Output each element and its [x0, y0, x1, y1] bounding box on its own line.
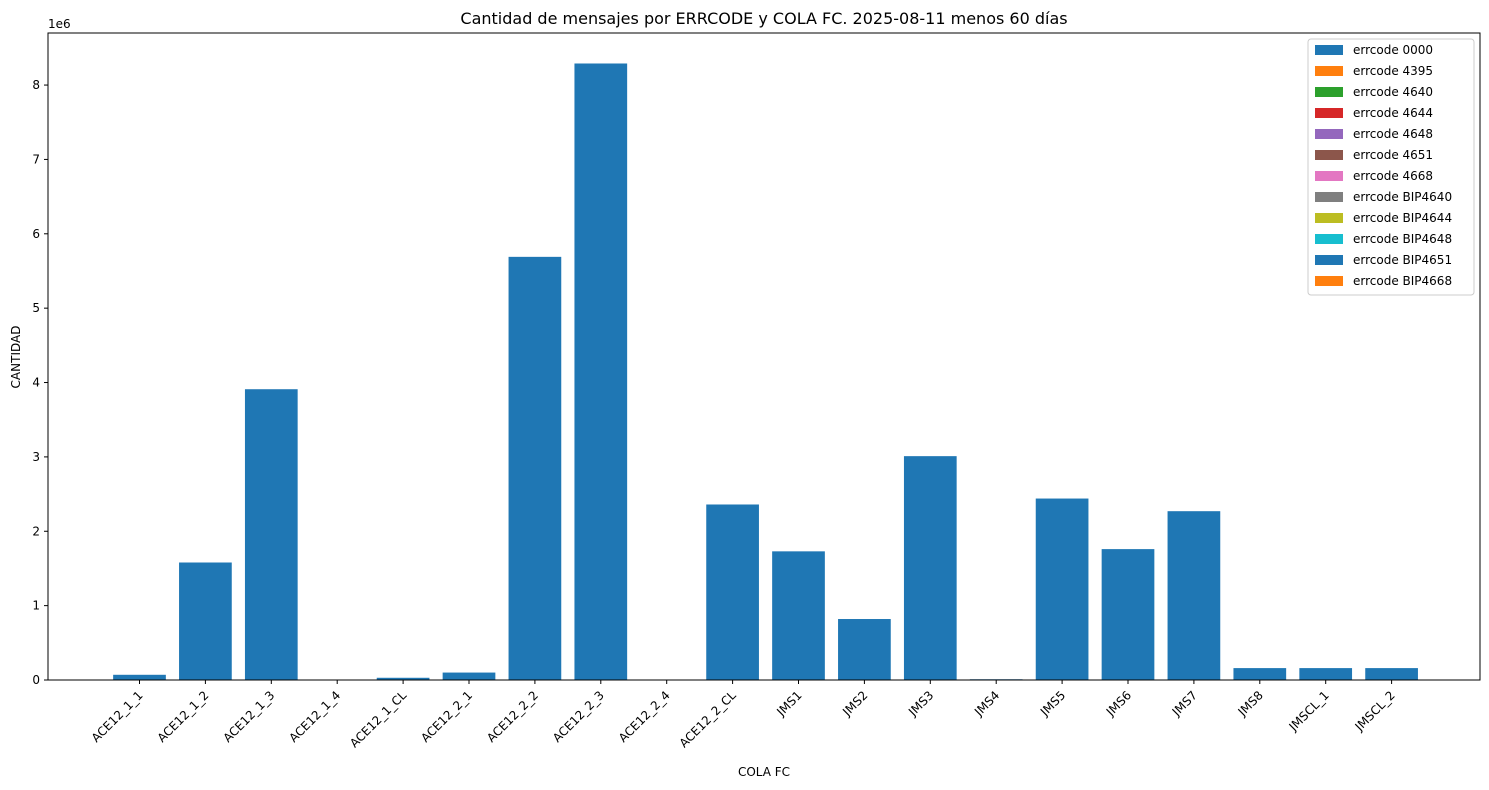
legend-swatch: [1315, 108, 1343, 118]
bars-layer: [113, 63, 1418, 681]
y-axis: 0 1 2 3 4 5 6 7 8: [32, 78, 48, 687]
legend-entry-label: errcode 4640: [1353, 85, 1433, 99]
legend-swatch: [1315, 234, 1343, 244]
legend-box: [1307, 38, 1475, 296]
bar-JMS8-series-0: [1233, 668, 1287, 680]
plot-frame: [47, 32, 1481, 681]
chart-title: Cantidad de mensajes por ERRCODE y COLA …: [460, 9, 1067, 28]
bar-ACE12_1_3-series-0: [244, 389, 298, 680]
x-axis-label: COLA FC: [738, 765, 790, 779]
bar-ACE12_2_CL-series-0: [706, 504, 759, 680]
legend-swatch: [1315, 150, 1343, 160]
legend-entry-label: errcode BIP4651: [1353, 253, 1452, 267]
bar-JMS6-series-0: [1101, 549, 1155, 680]
bar-ACE12_1_1-series-0: [113, 674, 166, 680]
y-tick-label: 3: [32, 450, 40, 464]
legend-entry-label: errcode BIP4644: [1353, 211, 1452, 225]
legend-swatch: [1315, 45, 1343, 55]
legend-swatch: [1315, 192, 1343, 202]
legend-entry-label: errcode 4648: [1353, 127, 1433, 141]
legend-entry-label: errcode 4644: [1353, 106, 1433, 120]
y-tick-label: 4: [32, 376, 40, 390]
legend-entry-label: errcode BIP4648: [1353, 232, 1452, 246]
legend-swatch: [1315, 171, 1343, 181]
legend-entry-label: errcode BIP4668: [1353, 274, 1452, 288]
y-tick-label: 5: [32, 301, 40, 315]
bar-JMS7-series-0: [1167, 511, 1221, 680]
legend-entry-label: errcode 4651: [1353, 148, 1433, 162]
legend-swatch: [1315, 129, 1343, 139]
bar-ACE12_1_CL-series-0: [376, 677, 430, 680]
bar-ACE12_2_2-series-0: [508, 256, 562, 680]
legend-entry-label: errcode 4395: [1353, 64, 1433, 78]
y-offset-label: 1e6: [48, 17, 71, 31]
bar-JMS3-series-0: [903, 456, 957, 680]
legend-entry-label: errcode BIP4640: [1353, 190, 1452, 204]
y-tick-label: 1: [32, 599, 40, 613]
legend-swatch: [1315, 87, 1343, 97]
y-tick-label: 0: [32, 673, 40, 687]
y-axis-label: CANTIDAD: [9, 326, 23, 389]
legend-swatch: [1315, 213, 1343, 223]
bar-JMSCL_2-series-0: [1365, 668, 1418, 680]
bar-JMSCL_1-series-0: [1299, 668, 1353, 680]
y-tick-label: 2: [32, 524, 40, 538]
bar-ACE12_2_3-series-0: [574, 63, 628, 681]
bar-ACE12_2_1-series-0: [442, 672, 496, 680]
y-tick-label: 6: [32, 227, 40, 241]
legend-swatch: [1315, 66, 1343, 76]
legend-swatch: [1315, 276, 1343, 286]
legend-swatch: [1315, 255, 1343, 265]
bar-ACE12_1_2-series-0: [179, 562, 232, 680]
y-tick-label: 7: [32, 152, 40, 166]
y-tick-label: 8: [32, 78, 40, 92]
bar-JMS2-series-0: [838, 619, 891, 680]
bar-JMS1-series-0: [772, 551, 825, 680]
legend-entry-label: errcode 4668: [1353, 169, 1433, 183]
legend: errcode 0000 errcode 4395 errcode 4640 errc…: [1307, 38, 1475, 296]
legend-entry-label: errcode 0000: [1353, 43, 1433, 57]
bar-JMS5-series-0: [1035, 498, 1089, 680]
